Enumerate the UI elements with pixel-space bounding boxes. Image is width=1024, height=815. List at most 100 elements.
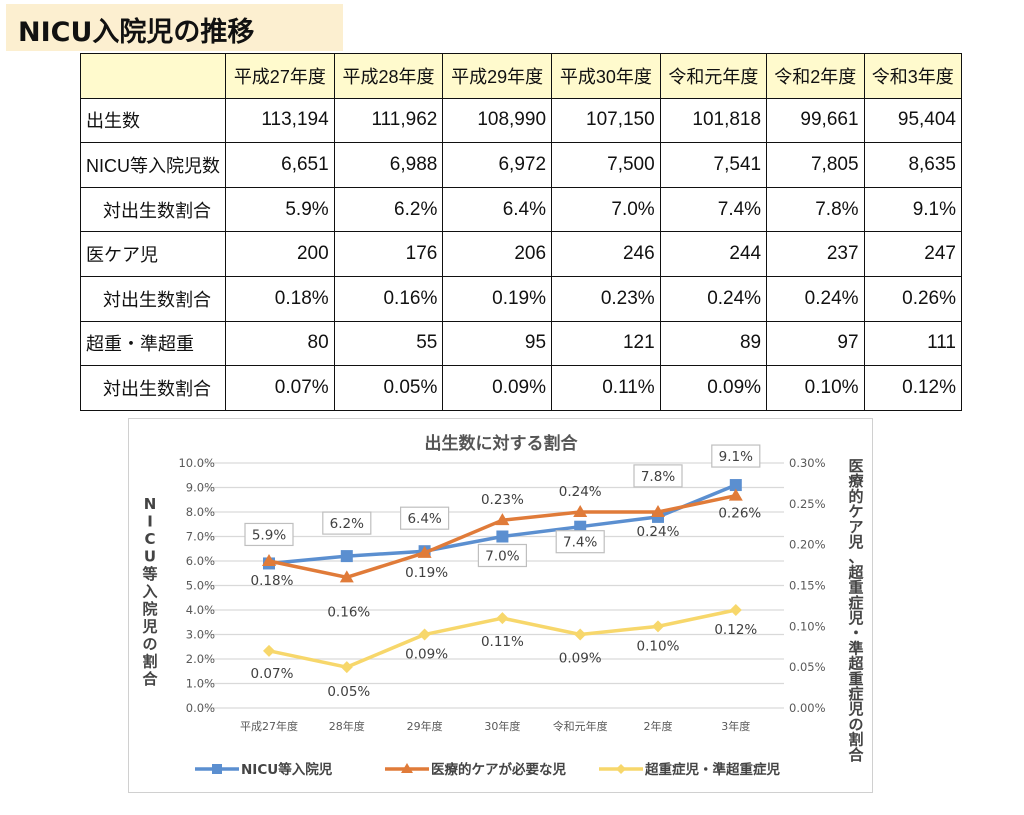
row-label: 対出生数割合 [80,365,226,411]
y-tick-label: 9.0% [186,481,215,495]
x-tick-label: 28年度 [329,719,365,733]
data-point [263,644,275,657]
table-cell: 7,805 [766,142,865,188]
data-label-box [633,464,683,488]
legend-label: 医療的ケアが必要な児 [431,761,566,778]
table-cell: 8,635 [863,142,963,188]
data-point [729,479,742,492]
table-cell: 206 [442,231,553,277]
data-point [573,505,588,517]
table-cell: 0.16% [333,275,444,322]
data-label: 0.23% [481,492,524,508]
table-cell: 0.07% [225,365,335,411]
data-label: 0.26% [718,506,761,522]
y2-tick-label: 0.10% [789,619,826,633]
table-cell: 237 [766,231,865,277]
chart-title: 出生数に対する割合 [425,433,579,454]
x-tick-label: 30年度 [484,719,520,733]
y-tick-label: 2.0% [186,652,215,666]
y-tick-label: 8.0% [186,505,215,519]
x-tick-label: 2年度 [644,719,673,733]
y-tick-label: 7.0% [186,530,215,544]
column-header: 平成27年度 [225,53,335,99]
table-cell: 246 [551,231,661,277]
table-cell: 0.12% [863,365,963,411]
legend-marker [212,764,222,774]
data-label: 6.2% [330,516,364,532]
data-label: 7.8% [641,469,675,485]
table-cell: 6,651 [225,142,335,188]
table-cell: 0.26% [863,275,963,322]
table-cell: 9.1% [863,186,963,233]
table-cell: 176 [333,231,444,277]
data-label: 0.24% [637,524,680,540]
data-point [495,513,510,526]
column-header: 令和2年度 [766,53,865,99]
table-cell: 5.9% [225,186,335,233]
table-row: 超重・準超重 80 55 95 121 89 97 111 [80,320,963,367]
x-tick-label: 令和元年度 [553,719,608,733]
table-cell: 111 [863,320,963,367]
row-label: 医ケア児 [80,231,226,277]
table-cell: 6,988 [333,142,444,188]
table-cell: 0.10% [766,365,865,411]
y-tick-label: 3.0% [186,628,215,642]
table-cell: 111,962 [333,97,444,144]
y-axis-title: N I C U 等入院児の割合 [141,495,158,688]
y-tick-label: 4.0% [186,603,215,617]
table-cell: 7.0% [551,186,661,233]
data-point [651,505,665,517]
table-cell: 80 [225,320,335,367]
y2-tick-label: 0.15% [789,579,826,593]
y-tick-label: 5.0% [186,579,215,593]
row-label: 対出生数割合 [80,186,226,233]
table-row: 対出生数割合 0.18% 0.16% 0.19% 0.23% 0.24% 0.24% 0.26… [80,275,963,322]
table-cell: 89 [659,320,768,367]
table-cell: 6,972 [442,142,553,188]
data-point [339,570,354,583]
table-row: 対出生数割合 0.07% 0.05% 0.09% 0.11% 0.09% 0.10% 0.12… [80,365,963,411]
row-label: NICU等入院児数 [80,142,226,188]
table-cell: 0.23% [551,275,661,322]
data-label: 0.09% [405,647,448,663]
table-cell: 6.4% [442,186,553,233]
header-corner [80,53,226,99]
table-cell: 0.11% [551,365,661,411]
row-label: 出生数 [80,97,226,144]
data-label-box [322,511,372,535]
data-label-box [711,444,761,468]
table-cell: 55 [333,320,444,367]
y2-tick-label: 0.05% [789,660,826,674]
table-cell: 0.24% [766,275,865,322]
column-header: 令和3年度 [863,53,963,99]
data-label: 0.24% [559,484,602,500]
x-tick-label: 29年度 [407,719,443,733]
data-point [496,612,509,625]
table-cell: 113,194 [225,97,335,144]
data-table: 平成27年度 平成28年度 平成29年度 平成30年度 令和元年度 令和2年度 令和3年度出… [80,53,963,411]
data-label: 7.0% [485,549,519,565]
data-label: 0.19% [405,565,448,581]
table-cell: 0.24% [659,275,768,322]
y2-tick-label: 0.20% [789,538,826,552]
table-cell: 95 [442,320,553,367]
legend-label: 超重症児・準超重症児 [644,761,780,778]
data-label-box [477,543,527,568]
table-cell: 6.2% [333,186,444,233]
data-point [418,628,431,641]
x-tick-label: 平成27年度 [240,719,298,733]
table-header-row: 平成27年度 平成28年度 平成29年度 平成30年度 令和元年度 令和2年度 令和3年度 [80,53,963,99]
data-point [496,530,509,543]
table-cell: 0.05% [333,365,444,411]
legend-label: NICU等入院児 [241,761,333,778]
table-cell: 97 [766,320,865,367]
chart: 出生数に対する割合 0.0% 1.0% 2.0% 3.0% 4.0% 5.0% 6.0% 7.0… [128,418,873,793]
data-label: 9.1% [719,449,753,465]
row-label: 超重・準超重 [80,320,226,367]
data-label: 0.09% [559,651,602,667]
y-tick-label: 10.0% [178,456,215,470]
data-label: 0.05% [327,684,370,700]
table-row: 出生数 113,194 111,962 108,990 107,150 101,818 99… [80,97,963,144]
row-label: 対出生数割合 [80,275,226,322]
column-header: 平成28年度 [333,53,444,99]
